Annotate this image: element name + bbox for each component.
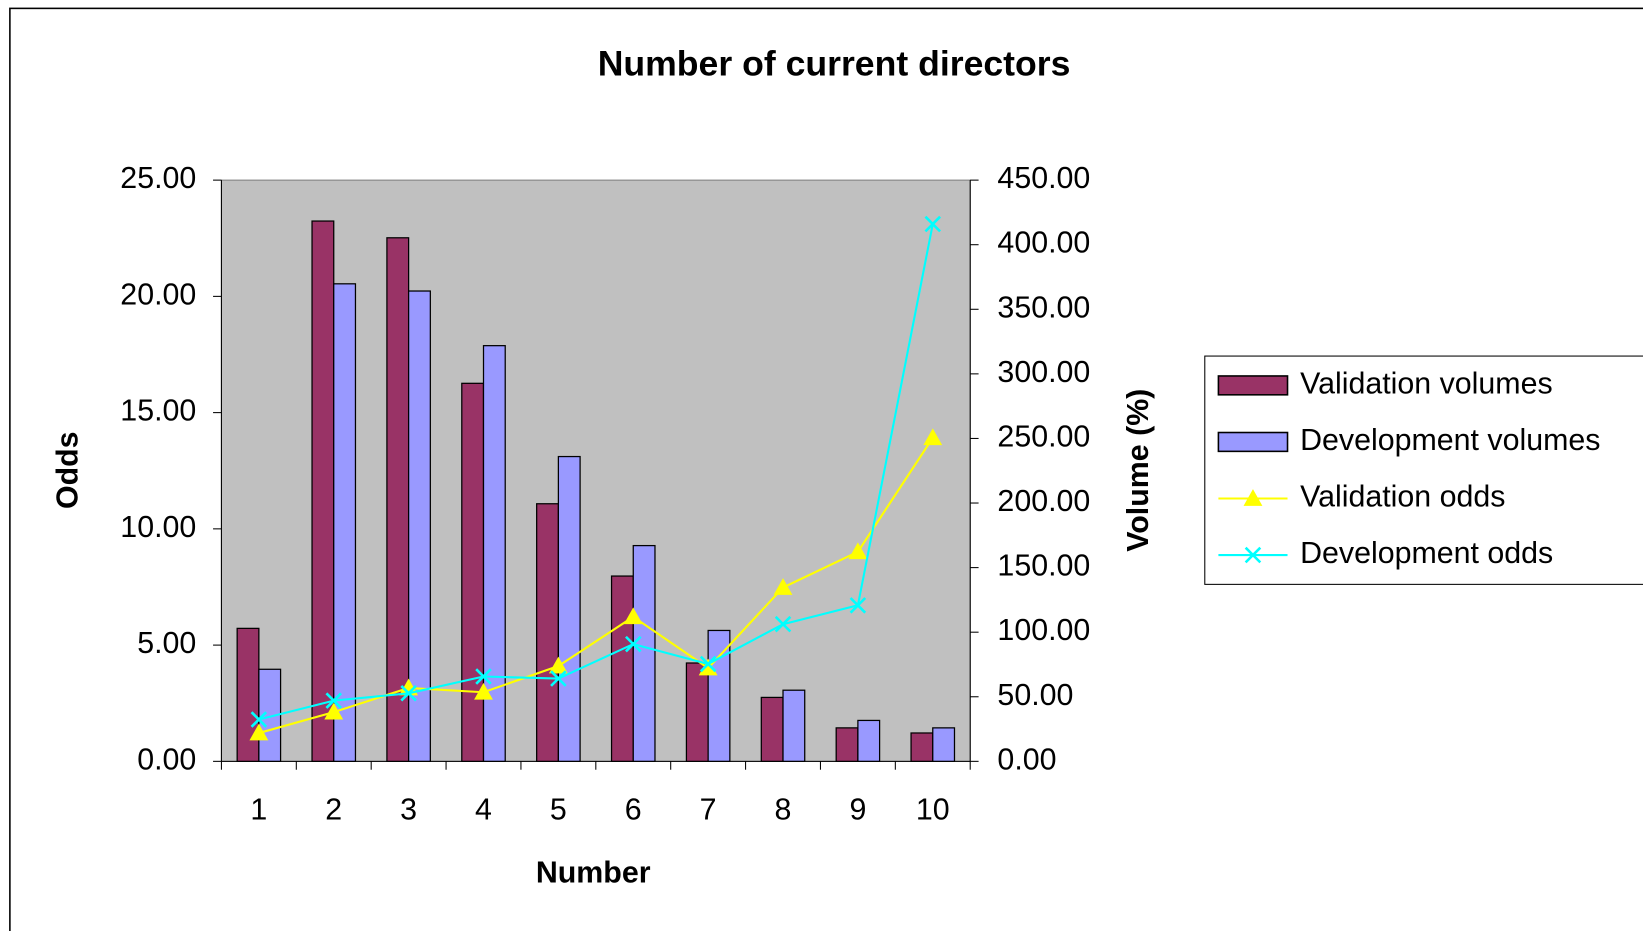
marker [474,682,493,700]
legend-marker [1243,489,1263,506]
y2-tick-label: 200.00 [997,485,1090,518]
y-tick-label: 5.00 [137,627,196,660]
marker [400,685,417,702]
line [258,223,934,721]
legend-label: Development volumes [1300,424,1600,457]
y2-tick-label: 400.00 [997,227,1090,260]
y2-tick-label: 350.00 [997,291,1090,324]
y-tick-label: 0.00 [137,743,196,776]
y2-tick-label: 100.00 [997,614,1090,647]
bar [857,719,881,762]
bar [632,544,656,762]
bar [536,503,560,762]
marker [324,702,344,720]
marker [773,578,793,595]
marker [249,723,269,741]
marker [923,428,943,446]
marker [548,656,568,674]
marker [623,607,643,625]
line [258,437,934,735]
bar [407,290,431,762]
marker [399,678,419,696]
y2-tick-label: 150.00 [997,550,1090,583]
x-axis-title: Number [536,856,651,889]
y2-axis-title: Volume (%) [1122,389,1155,552]
legend-label: Development odds [1300,537,1553,570]
marker [924,215,942,233]
bar [386,237,410,762]
chart-title: Number of current directors [598,43,1071,83]
marker [849,597,867,614]
bar [835,727,859,762]
bar [932,727,956,762]
y-tick-label: 25.00 [120,162,196,195]
bar [311,220,335,762]
bar [760,696,784,762]
x-tick-label: 6 [625,794,642,827]
marker [848,542,868,560]
x-tick-label: 3 [400,794,417,827]
x-tick-label: 1 [250,794,267,827]
x-tick-label: 9 [849,794,866,827]
bar [557,455,581,762]
y-tick-label: 20.00 [120,278,196,311]
legend-swatch [1217,375,1289,396]
marker [774,615,792,633]
bar [707,629,731,762]
legend-label: Validation odds [1300,481,1505,514]
x-tick-label: 8 [775,794,792,827]
bar [236,627,260,762]
marker [250,711,268,728]
legend-marker [1244,546,1262,564]
bar [610,575,634,762]
marker [625,635,642,653]
y2-tick-label: 0.00 [997,743,1056,776]
bar [782,689,806,762]
y2-tick-label: 300.00 [997,356,1090,389]
marker [325,692,343,709]
bar [910,732,934,762]
x-tick-label: 4 [475,794,492,827]
x-tick-label: 2 [325,794,342,827]
bar [333,283,357,762]
bar [482,345,506,762]
marker [550,670,567,687]
x-tick-label: 10 [916,794,950,827]
y2-tick-label: 250.00 [997,420,1090,453]
marker [475,668,492,685]
legend-swatch [1217,431,1289,453]
y2-tick-label: 450.00 [997,162,1090,195]
marker [698,658,718,676]
bar [461,382,485,762]
legend-label: Validation volumes [1300,367,1553,400]
marker [699,655,717,673]
x-tick-label: 5 [550,794,567,827]
y-tick-label: 10.00 [120,511,196,544]
bar [685,662,709,762]
x-tick-label: 7 [700,794,717,827]
y-axis-title: Odds [52,431,85,509]
y-tick-label: 15.00 [120,395,196,428]
y2-tick-label: 50.00 [997,679,1073,712]
